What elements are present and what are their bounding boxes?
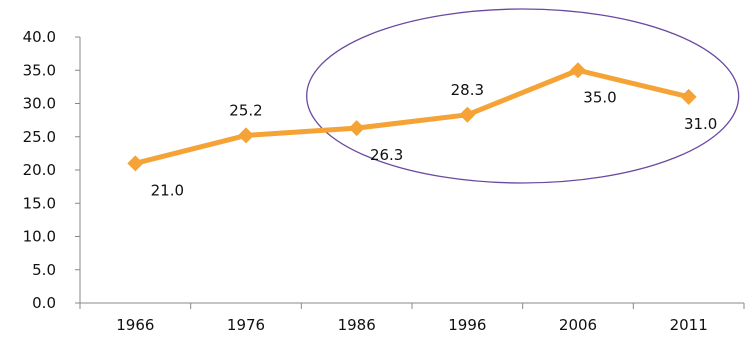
x-tick-label: 2006 [559,316,597,334]
series-line [132,67,692,166]
data-label: 25.2 [229,101,262,119]
x-axis-ticks: 1966 1976 1986 1996 2006 2011 [79,303,745,334]
data-point-marker [238,127,254,144]
data-label: 28.3 [451,81,484,99]
data-label: 26.3 [370,146,403,164]
y-tick-label: 35.0 [23,61,56,79]
highlight-ellipse [306,8,740,184]
data-point-marker [127,155,144,172]
data-labels: 21.0 25.2 26.3 28.3 35.0 31.0 [151,81,718,200]
x-tick-label: 1996 [448,316,486,334]
x-tick-label: 2011 [670,316,708,334]
x-tick-label: 1986 [338,316,376,334]
y-tick-label: 5.0 [32,261,56,279]
data-point-marker [348,120,365,137]
highlight-group [306,8,740,184]
data-point-marker [570,62,586,79]
y-tick-label: 25.0 [23,128,56,146]
y-axis-ticks: 0.0 5.0 10.0 15.0 20.0 25.0 30.0 35.0 40.0 [23,28,80,312]
data-label: 31.0 [684,115,717,133]
data-label: 35.0 [583,88,616,106]
data-point-marker [680,88,697,105]
x-tick-label: 1976 [227,316,265,334]
y-tick-label: 30.0 [23,95,56,113]
y-tick-label: 0.0 [32,294,56,312]
y-tick-label: 15.0 [23,194,56,212]
data-label: 21.0 [151,181,184,199]
y-tick-label: 40.0 [23,28,56,46]
series-group [127,62,697,172]
y-tick-label: 10.0 [23,228,56,246]
y-tick-label: 20.0 [23,161,56,179]
axes [79,37,744,304]
x-tick-label: 1966 [116,316,154,334]
data-point-marker [459,106,476,123]
